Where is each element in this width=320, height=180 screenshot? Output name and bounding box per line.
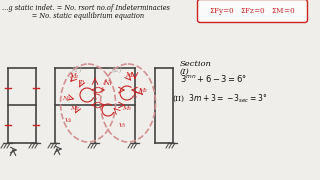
Text: $\Sigma$Fy=0   $\Sigma$Fz=0   $\Sigma$M=0: $\Sigma$Fy=0 $\Sigma$Fz=0 $\Sigma$M=0 bbox=[209, 6, 296, 17]
Text: Section: Section bbox=[180, 60, 212, 68]
Text: (II)  $3m+3=-3_{sec}=3°$: (II) $3m+3=-3_{sec}=3°$ bbox=[172, 91, 268, 103]
Text: = No. static equilibrium equation: = No. static equilibrium equation bbox=[2, 12, 144, 20]
Text: V₃: V₃ bbox=[118, 123, 125, 127]
Text: M₂: M₂ bbox=[71, 105, 79, 111]
Text: N₁: N₁ bbox=[104, 79, 112, 87]
FancyBboxPatch shape bbox=[197, 0, 308, 22]
Text: M₃: M₃ bbox=[123, 105, 132, 111]
Text: $3^{mn}+6-3=6°$: $3^{mn}+6-3=6°$ bbox=[180, 73, 247, 84]
Text: N₀: N₀ bbox=[62, 96, 70, 100]
Text: M₁: M₁ bbox=[69, 72, 79, 80]
Text: (1): (1) bbox=[72, 66, 83, 74]
Text: M₂: M₂ bbox=[139, 87, 148, 93]
Text: M₁: M₁ bbox=[125, 71, 135, 79]
Text: V₄: V₄ bbox=[65, 118, 71, 123]
Text: ...g static indet. = No. rsort no.of Indeterminacies: ...g static indet. = No. rsort no.of Ind… bbox=[2, 4, 170, 12]
Text: T₁: T₁ bbox=[79, 80, 85, 84]
Text: (I): (I) bbox=[180, 68, 190, 76]
Text: (2): (2) bbox=[112, 66, 123, 74]
